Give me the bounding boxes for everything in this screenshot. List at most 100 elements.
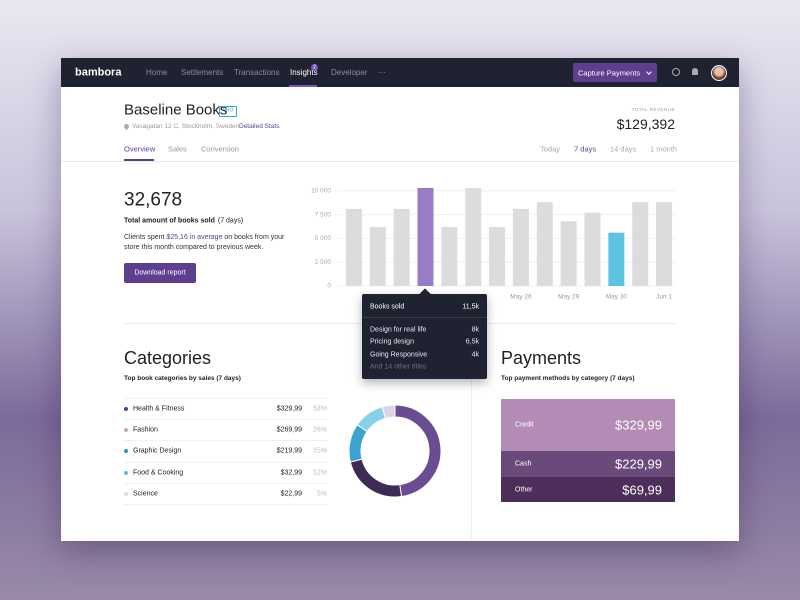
row-line	[124, 398, 328, 399]
capture-button[interactable]	[573, 63, 657, 82]
avatar[interactable]	[711, 65, 727, 81]
address: Vasagatan 12 C, Stockholm, Sweden	[132, 122, 240, 130]
nav-item[interactable]: Developer	[331, 68, 368, 77]
summary-text-part: $25,16 in average	[166, 234, 223, 241]
bar	[536, 202, 553, 286]
download-button-label[interactable]: Download report	[134, 269, 186, 277]
bar	[512, 208, 529, 286]
category-name: Food & Cooking	[133, 469, 184, 477]
logo: bambora	[75, 66, 122, 79]
tooltip-value: 11,5k	[462, 303, 479, 311]
category-amount: $219,99	[276, 447, 302, 455]
tooltip-row-label: Pricing design	[370, 338, 414, 346]
row-line	[124, 482, 328, 484]
tooltip	[362, 294, 487, 379]
payment-method: Other	[515, 486, 533, 493]
bar	[632, 202, 649, 286]
bar	[345, 208, 362, 286]
tab-underline	[124, 159, 154, 161]
nav-badge: 2	[313, 64, 316, 70]
y-tick-label: 5 000	[315, 235, 332, 242]
range-tab[interactable]: 14 days	[610, 144, 637, 154]
summary-text: Clients spent $25,16 in average on books…	[124, 233, 286, 253]
nav-item[interactable]: Insights	[290, 68, 318, 77]
nav-item[interactable]: ···	[378, 68, 386, 77]
range-tab[interactable]: 1 month	[650, 144, 678, 154]
tooltip-row-value: 6,5k	[465, 338, 479, 346]
donut-segment	[394, 404, 442, 498]
payment-block	[501, 399, 675, 451]
nav-item[interactable]: Settlements	[181, 68, 224, 77]
tab[interactable]: Sales	[168, 144, 187, 154]
tooltip-divider	[362, 317, 487, 318]
nav-underline	[289, 85, 317, 87]
tooltip-footer: And 14 other titles	[370, 363, 427, 371]
category-share: 12%	[312, 469, 327, 477]
divider	[471, 330, 472, 541]
legend-dot	[124, 428, 128, 433]
categories-title: Categories	[124, 348, 212, 368]
payment-method: Credit	[515, 421, 534, 429]
tooltip-title: Books sold	[370, 303, 405, 311]
bar	[489, 226, 506, 286]
tooltip-row-label: Design for real life	[370, 326, 427, 334]
x-tick-label: May 26	[510, 294, 532, 301]
payments-title: Payments	[501, 348, 582, 368]
bar	[417, 187, 434, 286]
download-button[interactable]	[124, 263, 196, 283]
bar	[465, 187, 482, 286]
tab[interactable]: Conversion	[201, 144, 239, 154]
x-tick-label: May 30	[606, 294, 628, 301]
tab[interactable]: Overview	[124, 144, 156, 154]
legend-dot	[124, 407, 128, 411]
y-tick-label: 7 500	[315, 211, 332, 218]
legend-dot	[124, 449, 128, 454]
nav-item[interactable]: Home	[146, 68, 168, 77]
category-share: 5%	[316, 490, 327, 498]
donut-segment	[381, 404, 396, 419]
store-title: Baseline Books	[124, 101, 228, 119]
bar	[656, 202, 673, 286]
search-icon[interactable]	[672, 68, 680, 76]
legend-dot	[124, 470, 128, 475]
donut-segment	[356, 406, 387, 433]
bar	[393, 208, 410, 286]
category-name: Fashion	[133, 426, 158, 434]
payment-amount: $229,99	[615, 456, 662, 472]
range-tab[interactable]: 7 days	[574, 144, 597, 154]
payment-block	[501, 451, 675, 477]
tooltip-row-value: 8k	[471, 326, 479, 334]
x-tick-label: May 29	[558, 294, 580, 301]
categories-subtitle: Top book categories by sales (7 days)	[124, 374, 241, 382]
x-tick-label: Jun 1	[656, 294, 672, 301]
category-amount: $329,99	[276, 405, 302, 413]
category-amount: $22,99	[280, 490, 302, 498]
capture-button-label[interactable]: Capture Payments	[578, 68, 641, 78]
category-name: Graphic Design	[133, 447, 182, 455]
summary-label: Total amount of books sold (7 days)	[124, 217, 244, 225]
bar	[608, 232, 625, 286]
row-line	[124, 419, 328, 421]
category-share: 15%	[312, 447, 327, 455]
summary-value: 32,678	[124, 189, 183, 211]
payments-subtitle: Top payment methods by category (7 days)	[501, 374, 635, 382]
category-share: 53%	[312, 405, 327, 413]
y-tick-label: 2 500	[315, 259, 332, 266]
stats-link[interactable]: Detailed Stats	[239, 122, 280, 130]
summary-label-suffix: (7 days)	[217, 217, 244, 225]
bar	[441, 226, 458, 286]
divider	[61, 161, 739, 162]
tooltip-row-label: Going Responsive	[370, 351, 428, 359]
donut-segment	[349, 458, 403, 498]
nav-item[interactable]: Transactions	[234, 68, 280, 77]
pro-badge	[219, 106, 237, 117]
range-tab[interactable]: Today	[540, 144, 561, 154]
bell-icon[interactable]	[692, 68, 698, 75]
row-line	[124, 461, 328, 463]
payment-block	[501, 477, 675, 502]
row-line	[124, 440, 328, 442]
payment-method: Cash	[515, 460, 532, 468]
bar	[560, 221, 577, 286]
